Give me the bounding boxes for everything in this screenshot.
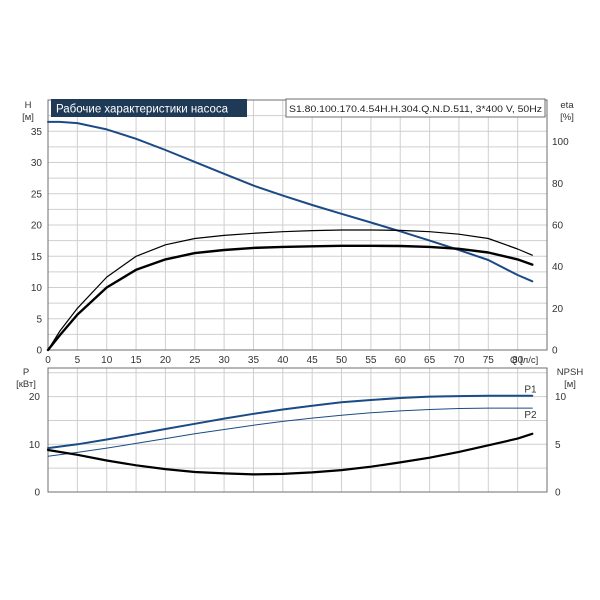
lower-series-line-1 <box>47 394 534 450</box>
lower-series-line-2 <box>47 407 533 457</box>
x-tick-label: 15 <box>130 355 142 366</box>
x-tick-label: 50 <box>336 355 348 366</box>
series-layer <box>46 120 534 476</box>
y-left-tick-label: 10 <box>31 283 43 294</box>
x-tick-label: 10 <box>101 355 113 366</box>
x-tick-label: 35 <box>248 355 260 366</box>
x-tick-label: 65 <box>424 355 436 366</box>
y-left-tick-label: 15 <box>31 252 43 263</box>
y-right-axis-label: eta <box>560 100 574 111</box>
model-box <box>285 98 546 118</box>
y-right-tick-label: 100 <box>552 137 569 148</box>
x-tick-label: 40 <box>277 355 289 366</box>
npsh-tick-label: 5 <box>555 440 561 451</box>
x-tick-label: 5 <box>75 355 81 366</box>
series-line-2 <box>47 229 533 351</box>
p-axis-label: P <box>23 367 29 378</box>
y-left-tick-label: 20 <box>31 221 43 232</box>
chart-header: Рабочие характеристики насоса S1.80.100.… <box>51 98 546 118</box>
x-tick-label: 70 <box>453 355 465 366</box>
title-box <box>51 99 247 117</box>
y-left-tick-label: 5 <box>36 314 42 325</box>
x-tick-label: 25 <box>189 355 201 366</box>
y-left-axis-label: H <box>25 100 32 111</box>
x-tick-label: 55 <box>365 355 377 366</box>
grid-layer <box>47 99 548 493</box>
npsh-tick-label: 0 <box>555 488 561 499</box>
p-tick-label: 20 <box>29 392 41 403</box>
series-label-p1: P1 <box>524 385 537 396</box>
y-left-axis-unit: [м] <box>22 112 34 123</box>
x-tick-label: 20 <box>160 355 172 366</box>
x-tick-label: 60 <box>395 355 407 366</box>
npsh-axis-unit: [м] <box>564 379 576 390</box>
y-right-tick-label: 40 <box>552 262 564 273</box>
model-label: S1.80.100.170.4.54H.H.304.Q.N.D.511, 3*4… <box>289 104 543 114</box>
y-right-axis-unit: [%] <box>560 112 574 123</box>
lower-series-line-3 <box>46 432 534 476</box>
x-tick-label: 0 <box>45 355 51 366</box>
npsh-axis-label: NPSH <box>557 367 584 378</box>
y-right-tick-label: 80 <box>552 179 564 190</box>
x-tick-label: 80 <box>512 355 524 366</box>
p-tick-label: 10 <box>29 440 41 451</box>
y-left-tick-label: 0 <box>36 346 42 357</box>
npsh-tick-label: 10 <box>555 392 567 403</box>
labels-layer: 0 5 10 15 20 25 30 35 40 45 50 55 60 65 70 75 8005101520… <box>16 100 583 499</box>
series-label-p2: P2 <box>524 410 537 421</box>
y-left-tick-label: 35 <box>31 127 43 138</box>
y-right-tick-label: 0 <box>552 346 558 357</box>
y-left-tick-label: 25 <box>31 189 43 200</box>
series-line-1 <box>47 120 534 283</box>
y-right-tick-label: 60 <box>552 221 564 232</box>
x-axis-label: Q [л/с] <box>510 355 538 366</box>
p-tick-label: 0 <box>34 488 40 499</box>
x-tick-label: 45 <box>307 355 319 366</box>
y-left-tick-label: 30 <box>31 158 43 169</box>
axes-layer <box>47 99 548 493</box>
x-tick-label: 75 <box>483 355 495 366</box>
x-tick-label: 30 <box>219 355 231 366</box>
p-axis-unit: [кВт] <box>16 379 36 390</box>
plot-frame-lower <box>47 367 548 493</box>
series-line-3 <box>46 244 534 352</box>
y-right-tick-label: 20 <box>552 304 564 315</box>
chart-title: Рабочие характеристики насоса <box>56 104 229 116</box>
